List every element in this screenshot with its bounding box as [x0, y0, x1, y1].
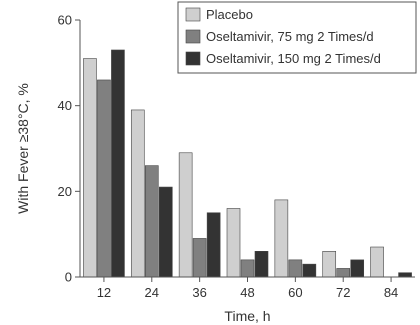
legend: Placebo Oseltamivir, 75 mg 2 Times/d Oselt… — [177, 1, 417, 74]
legend-box — [177, 1, 417, 74]
x-tick-label: 48 — [240, 285, 254, 300]
bar-12-series-1 — [83, 58, 97, 278]
legend-label-2: Oseltamivir, 75 mg 2 Times/d — [206, 29, 374, 44]
bar-72-series-3 — [350, 259, 365, 278]
x-tick-label: 24 — [145, 285, 159, 300]
x-axis-label: Time, h — [224, 308, 270, 324]
bar-84-series-1 — [370, 246, 384, 278]
bar-12-series-3 — [111, 49, 125, 278]
bar-72-series-1 — [322, 251, 337, 278]
y-ticks-group: 0 20 40 60 — [58, 13, 80, 285]
x-tick-label: 12 — [97, 285, 111, 300]
x-tick-label: 60 — [288, 285, 302, 300]
legend-label-1: Placebo — [206, 7, 253, 22]
bar-36-series-3 — [206, 212, 221, 278]
bar-36-series-1 — [178, 152, 193, 278]
y-axis-label: With Fever ≥38°C, % — [15, 83, 31, 214]
bar-48-series-1 — [226, 208, 241, 278]
bar-24-series-1 — [130, 109, 145, 278]
legend-swatch-1 — [185, 7, 201, 22]
bar-36-series-2 — [192, 238, 207, 278]
x-tick-label: 72 — [336, 285, 350, 300]
legend-label-3: Oseltamivir, 150 mg 2 Times/d — [206, 51, 381, 66]
y-tick-label: 0 — [65, 270, 72, 285]
x-tick-label: 36 — [192, 285, 206, 300]
bar-48-series-3 — [254, 251, 269, 278]
y-tick-label: 40 — [58, 98, 72, 113]
legend-swatch-2 — [185, 29, 201, 44]
bar-60-series-2 — [288, 259, 303, 278]
x-ticks-group: 12 24 36 48 60 72 84 — [97, 277, 398, 300]
bar-24-series-2 — [144, 165, 159, 278]
bar-48-series-2 — [240, 259, 255, 278]
y-tick-label: 60 — [58, 13, 72, 28]
bar-60-series-1 — [274, 199, 289, 278]
bars-group — [83, 49, 412, 278]
bar-72-series-2 — [336, 268, 351, 278]
legend-swatch-3 — [185, 51, 201, 66]
bar-60-series-3 — [302, 263, 317, 278]
bar-24-series-3 — [158, 186, 173, 278]
bar-84-series-3 — [398, 272, 412, 278]
bar-12-series-2 — [97, 79, 111, 278]
y-tick-label: 20 — [58, 184, 72, 199]
x-tick-label: 84 — [384, 285, 398, 300]
